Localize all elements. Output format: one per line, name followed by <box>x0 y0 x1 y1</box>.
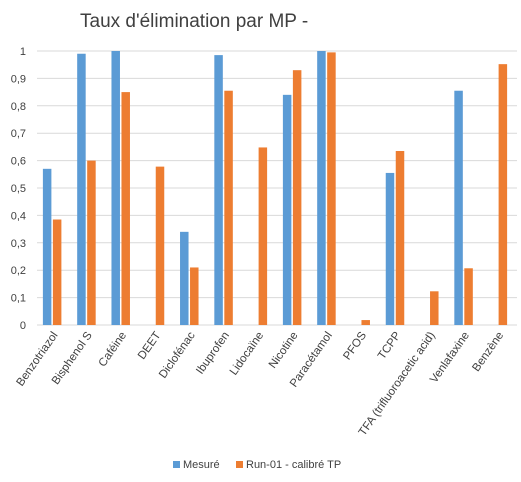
bar-run01 <box>121 92 130 325</box>
y-tick-label: 0,8 <box>11 101 26 113</box>
x-category-label: Nicotine <box>267 330 301 371</box>
x-category-label: Diclofénac <box>157 330 198 381</box>
y-tick-label: 0,1 <box>11 293 26 305</box>
gridlines <box>37 50 517 326</box>
y-tick-label: 0 <box>20 320 26 332</box>
legend-label: Run-01 - calibré TP <box>246 459 341 471</box>
bar-run01 <box>327 52 336 326</box>
legend: Mesuré Run-01 - calibré TP <box>173 459 341 471</box>
bar-mesure <box>214 55 223 326</box>
y-tick-label: 1 <box>20 46 26 58</box>
bar-run01 <box>464 268 473 325</box>
x-category-label: TCPP <box>376 330 404 362</box>
y-axis-ticks: 0 0,1 0,2 0,3 0,4 0,5 0,6 0,7 0,8 0,9 1 <box>11 46 26 332</box>
bar-mesure <box>180 231 189 325</box>
x-category-label: DEET <box>136 330 163 362</box>
bar-run01 <box>190 267 199 325</box>
x-category-label: Benzène <box>470 330 506 374</box>
bar-mesure <box>282 94 292 325</box>
bar-run01 <box>292 70 302 326</box>
legend-swatch <box>236 461 243 468</box>
y-tick-label: 0,7 <box>11 128 26 140</box>
y-tick-label: 0,6 <box>11 156 26 168</box>
bar-run01 <box>52 219 62 325</box>
y-tick-label: 0,5 <box>11 183 26 195</box>
bar-mesure <box>317 51 326 325</box>
x-category-label: Lidocaïne <box>228 330 266 378</box>
bar-mesure <box>42 168 52 325</box>
bar-run01 <box>258 147 268 325</box>
chart-title: Taux d'élimination par MP - <box>80 11 308 32</box>
bar-mesure <box>77 53 86 326</box>
y-tick-label: 0,2 <box>11 265 26 277</box>
bar-run01 <box>87 160 96 325</box>
x-category-label: Ibuprofen <box>194 330 232 377</box>
x-category-label: Caféine <box>97 330 130 369</box>
y-tick-label: 0,4 <box>11 210 26 222</box>
legend-label: Mesuré <box>183 459 220 471</box>
x-category-label: PFOS <box>341 330 369 363</box>
bar-mesure <box>385 172 395 325</box>
bar-run01 <box>430 291 439 325</box>
bar-run01 <box>498 64 508 325</box>
bar-run01 <box>361 320 370 325</box>
legend-swatch <box>173 461 180 468</box>
bars <box>42 51 508 326</box>
bar-run01 <box>155 166 165 325</box>
y-tick-label: 0,9 <box>11 73 26 85</box>
bar-mesure <box>111 51 120 325</box>
y-tick-label: 0,3 <box>11 238 26 250</box>
bar-run01 <box>395 151 405 325</box>
bar-mesure <box>454 90 463 325</box>
x-category-label: TFA (trifluoroacetic acid) <box>357 330 438 439</box>
bar-run01 <box>224 90 233 325</box>
